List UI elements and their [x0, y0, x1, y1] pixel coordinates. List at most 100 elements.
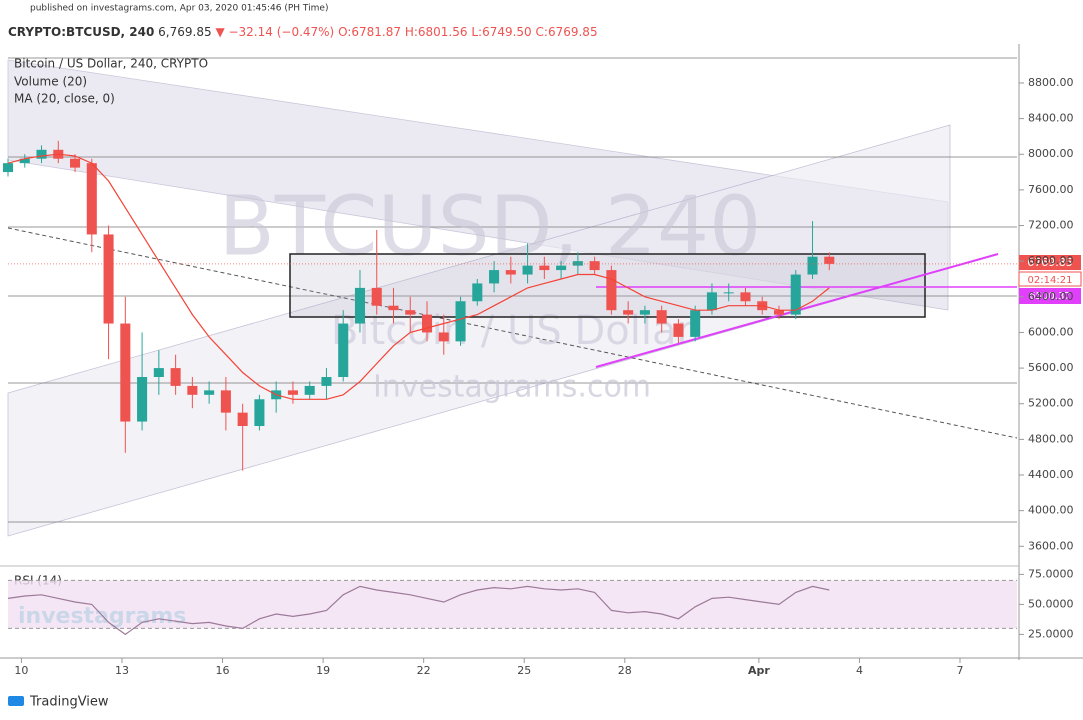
y-tick-label: 5600.00 — [1028, 361, 1074, 374]
rsi-tick-label: 75.0000 — [1028, 567, 1074, 580]
watermark-name: Bitcoin / US Dollar — [331, 308, 693, 354]
legend-main: Bitcoin / US Dollar, 240, CRYPTO — [14, 57, 208, 71]
candle-body — [589, 261, 600, 271]
candle-body — [539, 265, 550, 271]
candle-body — [790, 274, 801, 315]
ma-line — [7, 153, 830, 400]
x-tick-label: Apr — [748, 664, 770, 677]
candle-body — [137, 376, 148, 422]
candle-body — [204, 390, 215, 395]
level-label: 6500.37 — [1029, 291, 1070, 302]
candle-body — [606, 270, 617, 311]
candle-body — [354, 287, 366, 324]
rsi-tick-label: 25.0000 — [1028, 627, 1074, 640]
y-tick-label: 8400.00 — [1028, 112, 1074, 125]
rsi-tick-label: 50.0000 — [1028, 597, 1074, 610]
last-price-label: 6769.85 — [1027, 256, 1073, 269]
y-tick-label: 4000.00 — [1028, 504, 1074, 517]
y-tick-label: 3600.00 — [1028, 539, 1074, 552]
candle-body — [438, 332, 449, 342]
candle-body — [723, 292, 734, 294]
x-tick-label: 22 — [417, 664, 431, 677]
candle-body — [824, 256, 835, 264]
last-price-tag — [1019, 255, 1081, 270]
candle-body — [656, 310, 667, 324]
candle-body — [70, 158, 81, 168]
footer: TradingView — [29, 695, 109, 710]
candle-body — [254, 399, 265, 427]
candle-body — [338, 323, 349, 377]
low: L:6749.50 — [471, 25, 531, 39]
candle-body — [421, 314, 433, 333]
x-tick-label: 10 — [14, 664, 28, 677]
candle-body — [472, 283, 483, 302]
legend-ma: MA (20, close, 0) — [14, 92, 115, 106]
change: ▼ −32.14 (−0.47%) — [215, 25, 334, 39]
y-tick-label: 4400.00 — [1028, 468, 1074, 481]
x-tick-label: 19 — [316, 664, 330, 677]
y-tick-label: 5200.00 — [1028, 397, 1074, 410]
y-tick-label: 8800.00 — [1028, 76, 1074, 89]
close: C:6769.85 — [536, 25, 598, 39]
level-tag — [1019, 288, 1081, 304]
candle-body — [237, 412, 248, 427]
watermark-site: Investagrams.com — [373, 370, 651, 405]
y-tick-label: 7600.00 — [1028, 183, 1074, 196]
rsi-line — [7, 585, 830, 636]
candle-body — [522, 265, 533, 275]
candle-body — [405, 310, 416, 315]
candle-body — [187, 385, 198, 395]
y-tick-label: 6400.00 — [1028, 290, 1074, 303]
x-tick-label: 7 — [957, 664, 964, 677]
tv-icon — [8, 696, 24, 706]
x-tick-label: 4 — [856, 664, 863, 677]
published-note: published on investagrams.com, Apr 03, 2… — [30, 4, 328, 14]
candle-body — [170, 368, 181, 386]
x-tick-label: 25 — [517, 664, 531, 677]
candle-body — [489, 270, 500, 284]
y-tick-label: 4800.00 — [1028, 432, 1074, 445]
candle-body — [287, 390, 298, 395]
candle-body — [706, 292, 717, 311]
candle-body — [120, 323, 131, 422]
last: 6,769.85 — [158, 25, 211, 39]
candle-body — [740, 292, 751, 302]
open: O:6781.87 — [338, 25, 401, 39]
candle-body — [673, 323, 684, 337]
rsi-band — [8, 580, 1017, 629]
y-tick-label: 6000.00 — [1028, 325, 1074, 338]
candle-body — [304, 385, 315, 395]
candle-body — [2, 163, 14, 173]
candle-body — [807, 256, 818, 275]
candle-body — [388, 305, 399, 311]
candle-body — [371, 287, 382, 306]
candle-body — [505, 270, 516, 275]
candle-body — [455, 301, 466, 342]
candle-body — [153, 368, 164, 377]
candle-body — [690, 310, 701, 337]
countdown-label: 02:14:21 — [1028, 275, 1073, 286]
countdown-tag — [1018, 271, 1082, 287]
trend-line — [7, 227, 1018, 439]
candle-body — [572, 261, 583, 266]
candle-body — [19, 158, 30, 164]
high: H:6801.56 — [405, 25, 468, 39]
candle-body — [103, 234, 114, 324]
candle-body — [556, 265, 567, 271]
candle-body — [220, 390, 231, 413]
candle-body — [321, 376, 332, 386]
y-tick-label: 8000.00 — [1028, 147, 1074, 160]
candle-body — [86, 163, 97, 235]
watermark-symbol: BTCUSD, 240 — [219, 179, 762, 274]
header: CRYPTO:BTCUSD, 240 6,769.85 ▼ −32.14 (−0… — [8, 25, 598, 39]
candle-body — [639, 310, 650, 315]
x-tick-label: 13 — [115, 664, 129, 677]
plot — [2, 140, 835, 471]
candle-body — [773, 310, 785, 315]
y-tick-label: 7200.00 — [1028, 219, 1074, 232]
candle-body — [36, 149, 47, 159]
candle-body — [623, 310, 634, 315]
x-tick-label: 28 — [618, 664, 632, 677]
legend-volume: Volume (20) — [14, 75, 87, 89]
